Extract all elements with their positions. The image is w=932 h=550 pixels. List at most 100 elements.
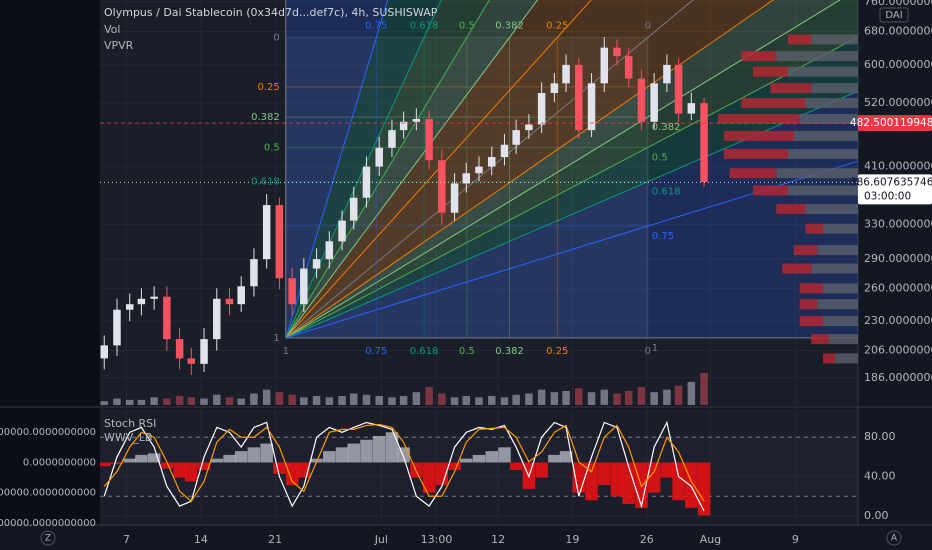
volume-bar <box>650 392 658 405</box>
wwv-bar <box>672 462 685 501</box>
timezone-button[interactable]: Z <box>45 534 51 544</box>
wwv-bar <box>372 435 386 463</box>
lower-pane <box>100 409 858 525</box>
vpvr-down <box>753 66 788 77</box>
price-label: 482.5001199482 <box>850 117 932 129</box>
candle-body <box>288 278 296 305</box>
vpvr-down <box>811 334 829 345</box>
candle-body <box>674 64 683 114</box>
wwv-bar <box>347 443 360 463</box>
rsi-line <box>103 423 705 503</box>
fan-label: 0.25 <box>258 82 280 93</box>
volume-bar <box>637 387 646 405</box>
candle-body <box>624 56 633 79</box>
left-panel <box>0 0 100 525</box>
wwv-bar <box>610 462 624 497</box>
candle-body <box>312 259 321 269</box>
volume-bar <box>425 387 433 405</box>
candle-body <box>438 160 446 213</box>
fan-ray <box>285 0 490 339</box>
volume-bar <box>175 396 184 405</box>
volume-bar <box>375 396 383 405</box>
volume-bar <box>687 381 696 405</box>
x-tick-label: 19 <box>565 533 579 546</box>
volume-bar <box>674 385 683 405</box>
candle-body <box>450 183 459 213</box>
currency-box[interactable] <box>879 7 909 23</box>
rsi-tick-label: 40.00 <box>864 470 896 483</box>
candle-body <box>425 119 433 161</box>
wwv-bar <box>397 447 410 463</box>
vpvr-up <box>788 66 858 77</box>
candle-body <box>462 173 471 184</box>
x-tick-label: 13:00 <box>421 533 453 546</box>
wwv-tick-label: -40000000.0000000000 <box>0 488 96 499</box>
vpvr-up <box>817 299 858 310</box>
volume-bar <box>525 393 533 405</box>
fan-label: 0.618 <box>251 177 280 188</box>
candle-body <box>562 64 570 84</box>
volume-bar <box>700 373 708 405</box>
wwv-bar <box>360 439 373 463</box>
candle-body <box>113 309 121 346</box>
wwv-bar <box>448 462 461 471</box>
wwv-bar <box>110 462 124 464</box>
volume-bar <box>125 399 134 405</box>
candle-body <box>550 83 559 94</box>
x-tick-label: 21 <box>268 533 282 546</box>
candle-body <box>362 166 371 198</box>
vpvr-down <box>723 148 788 159</box>
wwv-bar <box>147 453 161 463</box>
rsi-line <box>103 420 705 512</box>
candles <box>100 37 708 375</box>
x-tick-label: 9 <box>792 533 799 546</box>
vpvr-up <box>793 130 858 141</box>
rsi-tick-label: 80.00 <box>864 430 896 443</box>
wwv-bar <box>285 462 299 486</box>
fan-ray <box>285 90 858 339</box>
fan-label: 0 <box>645 20 651 31</box>
wwv-bar <box>123 458 136 463</box>
volume-bar <box>349 393 358 405</box>
grid <box>100 0 858 525</box>
vpvr-down <box>805 223 823 234</box>
volume-bar <box>537 389 546 405</box>
candle-body <box>150 296 158 299</box>
fan-band <box>285 0 858 338</box>
volume <box>100 373 708 405</box>
fan-label: 0.618 <box>410 20 439 31</box>
wwv-bar <box>535 462 548 478</box>
volume-bar <box>250 393 258 405</box>
candle-body <box>475 166 483 174</box>
wwv-bar <box>323 451 336 463</box>
currency[interactable]: DAI <box>885 10 902 21</box>
wwv-bar <box>660 462 674 478</box>
volume-bar <box>475 397 483 405</box>
x-tick-label: Jul <box>374 533 388 546</box>
candle-body <box>525 124 533 131</box>
fan-label: 0.5 <box>652 152 668 163</box>
price-lines <box>100 122 858 183</box>
volume-bar <box>462 396 471 405</box>
price-label-box <box>858 115 932 132</box>
wwv-tick-label: -80000000.0000000000 <box>0 518 96 529</box>
button-ring[interactable] <box>886 530 902 546</box>
wwv-bar <box>160 462 174 469</box>
y-tick-label: 600.0000000000 <box>864 58 932 71</box>
vpvr-down <box>799 316 823 327</box>
x-tick-label: 7 <box>123 533 130 546</box>
y-tick-label: 186.0000000000 <box>864 371 932 384</box>
stoch-rsi-label: Stoch RSI <box>104 417 156 430</box>
x-tick-label: 14 <box>194 533 208 546</box>
wwv-bar <box>435 462 449 486</box>
button-ring[interactable] <box>40 530 56 546</box>
fan-ray <box>285 0 592 339</box>
fan-ray <box>285 160 858 339</box>
price-label-box <box>858 174 932 205</box>
volume-bar <box>600 389 609 405</box>
vpvr-label: VPVR <box>104 39 134 52</box>
vpvr-up <box>788 185 858 196</box>
auto-scale-button[interactable]: A <box>891 534 898 544</box>
candle-body <box>250 259 258 287</box>
